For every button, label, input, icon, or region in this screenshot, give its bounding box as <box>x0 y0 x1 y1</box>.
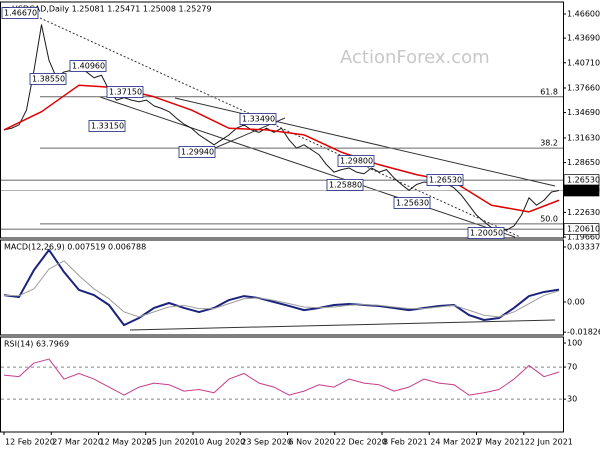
y-tick-label: 1.40710 <box>567 58 600 67</box>
macd-trend-line <box>129 319 556 331</box>
price-panel <box>0 1 564 239</box>
x-tick-label: 27 Mar 2020 <box>52 438 103 447</box>
y-tick-label: 0.03337 <box>567 242 600 251</box>
price-level-label: 1.20610 <box>567 225 600 234</box>
annotation-box <box>69 60 107 72</box>
annotation-box <box>326 179 364 191</box>
annotation-label: 1.33490 <box>242 115 275 124</box>
annotation-box <box>29 73 67 85</box>
x-tick-label: 23 Sep 2020 <box>241 438 292 447</box>
annotation-box <box>178 146 216 158</box>
series-line <box>3 24 560 231</box>
x-tick-label: 24 Mar 2021 <box>430 438 481 447</box>
y-tick-label: -0.018262 <box>567 328 600 337</box>
annotation-label: 1.33150 <box>91 122 124 131</box>
panel-title: USDCAD,Daily 1.25081 1.25471 1.25008 1.2… <box>12 5 212 14</box>
y-tick-label: 70 <box>567 363 577 372</box>
annotation-label: 1.29940 <box>181 148 214 157</box>
y-tick-label: 1.19660 <box>567 233 600 242</box>
series-line <box>3 84 560 213</box>
annotation-label: 1.40960 <box>72 62 105 71</box>
panel-title: RSI(14) 63.7969 <box>4 340 69 349</box>
y-tick-label: 100 <box>567 339 582 348</box>
x-tick-label: 22 Jun 2021 <box>525 438 573 447</box>
y-tick-label: 1.28650 <box>567 158 600 167</box>
x-tick-label: 6 Nov 2020 <box>289 438 335 447</box>
macd-panel <box>0 239 564 336</box>
annotation-box <box>337 155 375 167</box>
annotation-label: 1.38550 <box>32 75 65 84</box>
x-tick-label: 8 Feb 2021 <box>383 438 428 447</box>
annotation-box <box>239 113 277 125</box>
y-tick-label: 1.46600 <box>567 10 600 19</box>
annotation-box <box>467 227 505 239</box>
fib-label: 38.2 <box>540 139 558 148</box>
annotation-label: 1.37150 <box>109 88 142 97</box>
fib-label: 61.8 <box>540 87 558 96</box>
annotation-label: 1.29800 <box>340 157 373 166</box>
watermark: ActionForex.com <box>340 47 490 68</box>
annotation-label: 1.26530 <box>429 176 462 185</box>
series-line <box>3 248 560 327</box>
y-tick-label: 30 <box>567 395 577 404</box>
x-tick-label: 7 May 2021 <box>478 438 525 447</box>
annotation-label: 1.25880 <box>329 181 362 190</box>
annotation-box <box>88 120 126 132</box>
y-tick-label: 1.37660 <box>567 84 600 93</box>
y-tick-label: 1.34690 <box>567 108 600 117</box>
series-line <box>3 260 560 318</box>
annotation-label: 1.25630 <box>396 199 429 208</box>
fib-label: 50.0 <box>540 214 558 223</box>
annotation-box <box>1 7 39 19</box>
annotation-box <box>393 197 431 209</box>
annotation-box <box>106 86 144 98</box>
x-tick-label: 12 Feb 2020 <box>5 438 55 447</box>
price-level-label: 1.26530 <box>567 176 600 185</box>
panel-title: MACD(12,26,9) 0.007519 0.006788 <box>4 243 146 252</box>
y-tick-label: 0.00 <box>567 298 585 307</box>
x-tick-label: 25 Jun 2020 <box>147 438 195 447</box>
price-level-label: 1.25279 <box>567 186 600 195</box>
y-tick-label: 1.22630 <box>567 208 600 217</box>
x-tick-label: 22 Dec 2020 <box>336 438 387 447</box>
channel-line <box>174 97 556 187</box>
x-tick-label: 12 May 2020 <box>100 438 152 447</box>
y-tick-label: 1.31630 <box>567 133 600 142</box>
y-tick-label: 1.43690 <box>567 34 600 43</box>
x-tick-label: 10 Aug 2020 <box>194 438 245 447</box>
annotation-label: 1.46670 <box>4 9 37 18</box>
price-level-box <box>563 184 600 197</box>
annotation-box <box>426 174 464 186</box>
rsi-panel <box>0 336 564 433</box>
channel-line <box>99 96 516 238</box>
annotation-label: 1.20050 <box>470 229 503 238</box>
series-line <box>3 358 560 396</box>
price-level-box <box>563 223 600 235</box>
